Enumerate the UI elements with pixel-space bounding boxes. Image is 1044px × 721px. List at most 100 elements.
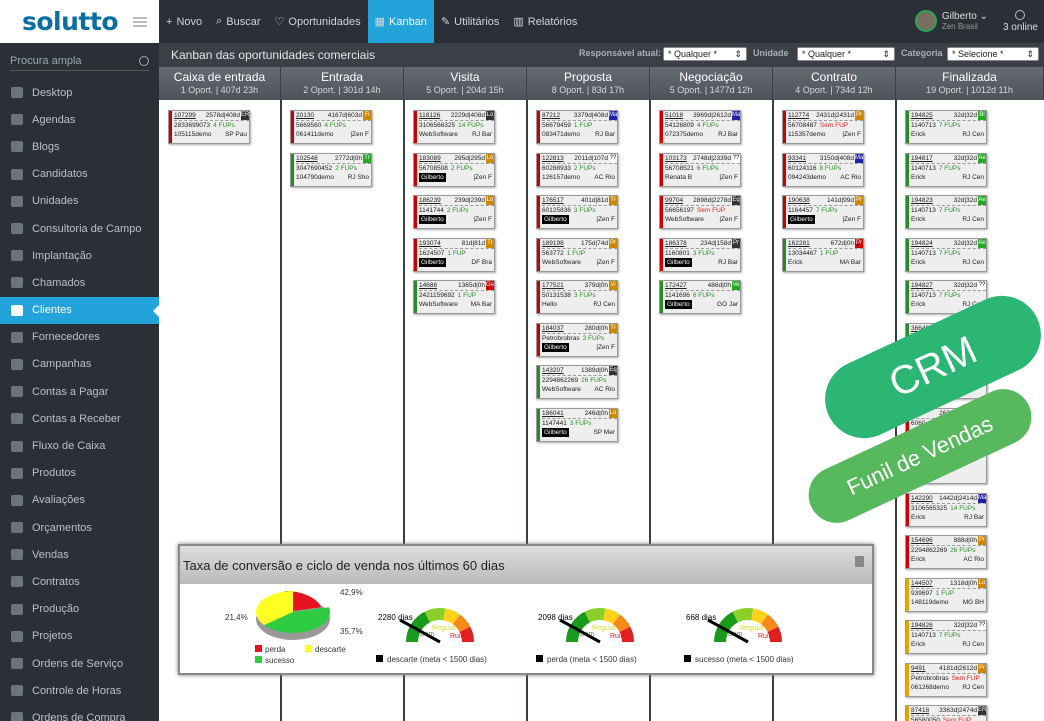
card-id[interactable]: 194817 <box>911 154 933 162</box>
sidebar-item-vendas[interactable]: Vendas <box>0 541 159 568</box>
sidebar-item-ordens-de-servi-o[interactable]: Ordens de Serviço <box>0 650 159 677</box>
card-id[interactable]: 20130 <box>296 112 315 119</box>
sidebar-item-candidatos[interactable]: Candidatos <box>0 161 159 188</box>
opportunity-card[interactable]: Ma 51018 3969d|2612d 54128809 4 FUPs 072375de… <box>659 110 741 144</box>
sidebar-item-or-amentos[interactable]: Orçamentos <box>0 514 159 541</box>
opportunity-card[interactable]: Vi 177521 379d|0h 50131538 3 FUPs Hello RJ Cen <box>536 280 618 314</box>
search-icon[interactable] <box>139 55 149 66</box>
opportunity-card[interactable]: Tr 102548 2772d|0h 3047690452 2 FUPs 104790de… <box>290 152 372 187</box>
topnav-utilit-rios[interactable]: ✎ Utilitários <box>440 15 500 29</box>
card-id[interactable]: 194827 <box>911 282 933 289</box>
card-id[interactable]: 190638 <box>788 197 810 204</box>
card-id[interactable]: 142290 <box>911 494 933 502</box>
opportunity-card[interactable]: Pr 9491 4181d|2612d Petrobrobras Sem FUP 0612… <box>905 662 987 697</box>
avatar[interactable] <box>914 10 937 32</box>
opportunity-card[interactable]: Ma 93341 3150d|408d 60124116 8 FUPs 094243dem… <box>782 152 864 187</box>
sidebar-item-fornecedores[interactable]: Fornecedores <box>0 324 159 351</box>
card-id[interactable]: 112774 <box>788 112 810 119</box>
opportunity-card[interactable]: Pr 162281 672d|0h 13034467 1 FUP Erick MA Bar <box>782 237 864 272</box>
card-id[interactable]: 193074 <box>419 239 441 247</box>
opportunity-card[interactable]: Lo 118126 2229d|408d 3106566325 14 FUPs WebSo… <box>413 110 495 144</box>
opportunity-card[interactable]: Eq 99704 2898d|2278d 56656197 Sem FUP WebSoft… <box>659 195 741 229</box>
opportunity-card[interactable]: Ae 194817 32d|32d 1140713 7 FUPs Erick RJ Cen <box>905 152 987 187</box>
opportunity-card[interactable]: ?? 194826 32d|32d 1140713 7 FUPs Erick RJ Cen <box>905 620 987 654</box>
card-id[interactable]: 9491 <box>911 664 926 672</box>
card-id[interactable]: 183089 <box>419 154 441 162</box>
card-id[interactable]: 172427 <box>665 282 687 289</box>
opportunity-card[interactable]: Tr 193074 81d|81d 1624507 1 FUP Gilberto DF Br… <box>413 237 495 272</box>
topnav-buscar[interactable]: ⌕ Buscar <box>216 15 261 28</box>
opportunity-card[interactable]: Pr 186378 234d|158d 1160801 3 FUPs Gilberto RJ… <box>659 237 741 272</box>
sidebar-item-unidades[interactable]: Unidades <box>0 188 159 215</box>
sidebar-item-produ-o[interactable]: Produção <box>0 596 159 623</box>
opportunity-card[interactable]: Tr 176517 401d|81d 60125836 3 FUPs Gilberto |Z… <box>536 195 618 229</box>
opportunity-card[interactable]: ER 87418 3363d|2474d 56580050 Sem FUP <box>905 705 987 721</box>
topnav-oportunidades[interactable]: ♡ Oportunidades <box>274 15 361 29</box>
opportunity-card[interactable]: ?? 122813 2011d|107d 60288933 2 FUPs 126157de… <box>536 152 618 187</box>
card-id[interactable]: 103173 <box>665 154 687 162</box>
opportunity-card[interactable]: Pr 154696 888d|0h 2294862269 26 FUPs Erick AC … <box>905 535 987 569</box>
sidebar-item-fluxo-de-caixa[interactable]: Fluxo de Caixa <box>0 432 159 459</box>
card-id[interactable]: 107299 <box>174 112 196 119</box>
topnav-kanban[interactable]: ▦ Kanban <box>367 0 434 43</box>
sidebar-item-projetos[interactable]: Projetos <box>0 623 159 650</box>
card-id[interactable]: 194825 <box>911 112 933 119</box>
card-id[interactable]: 189198 <box>542 239 564 247</box>
online-users[interactable]: 3 online <box>1003 10 1038 33</box>
card-id[interactable]: 87212 <box>542 112 561 119</box>
card-id[interactable]: 87418 <box>911 707 930 714</box>
sidebar-item-agendas[interactable]: Agendas <box>0 106 159 133</box>
card-id[interactable]: 143207 <box>542 367 564 374</box>
topnav-relat-rios[interactable]: ▥ Relatórios <box>513 15 578 29</box>
sidebar-item-contas-a-pagar[interactable]: Contas a Pagar <box>0 378 159 405</box>
logo[interactable]: solutto <box>0 0 159 43</box>
opportunity-card[interactable]: Lo 183089 295d|295d 56708508 2 FUPs Gilberto |… <box>413 152 495 187</box>
card-id[interactable]: 144507 <box>911 579 933 587</box>
chevron-down-icon[interactable]: ⌄ <box>979 11 988 22</box>
sidebar-item-campanhas[interactable]: Campanhas <box>0 351 159 378</box>
sidebar-item-chamados[interactable]: Chamados <box>0 269 159 296</box>
sidebar-item-produtos[interactable]: Produtos <box>0 460 159 487</box>
user-menu[interactable]: Gilberto ⌄ Zen Brasil <box>914 10 988 32</box>
opportunity-card[interactable]: Lo 186239 239d|239d 1141744 2 FUPs Gilberto |Z… <box>413 195 495 229</box>
sidebar-search[interactable]: Procura ampla <box>10 51 149 71</box>
sidebar-item-contratos[interactable]: Contratos <box>0 568 159 595</box>
opportunity-card[interactable]: Ge 14686 1365d|0h 2421159692 1 FUP WebSoftwar… <box>413 280 495 314</box>
sidebar-item-desktop[interactable]: Desktop <box>0 79 159 106</box>
unit-select[interactable]: * Qualquer * ⇕ <box>797 47 895 61</box>
opportunity-card[interactable]: Ma 87212 3379d|408d 56679459 1 FUP 083471demo… <box>536 110 618 144</box>
card-id[interactable]: 184037 <box>542 324 564 332</box>
sidebar-item-implanta-o[interactable]: Implantação <box>0 242 159 269</box>
opportunity-card[interactable]: Pr 190638 141d|99d 1164457 7 FUPs Gilberto |Ze… <box>782 195 864 229</box>
opportunity-card[interactable]: Tr 184037 280d|0h Petrobrobras 3 FUPs Gilbert… <box>536 322 618 357</box>
opportunity-card[interactable]: ?? 103173 2748d|2339d 56708521 6 FUPs Renata … <box>659 152 741 187</box>
card-id[interactable]: 99704 <box>665 197 684 204</box>
opportunity-card[interactable]: Lo 186041 246d|0h 1147441 3 FUPs Gilberto SP M… <box>536 407 618 442</box>
card-id[interactable]: 194824 <box>911 239 933 247</box>
card-id[interactable]: 176517 <box>542 197 564 204</box>
card-id[interactable]: 93341 <box>788 154 807 162</box>
sidebar-item-avalia-es[interactable]: Avaliações <box>0 487 159 514</box>
card-id[interactable]: 118126 <box>419 112 441 119</box>
card-id[interactable]: 186239 <box>419 197 441 204</box>
opportunity-card[interactable]: Ve 172427 486d|0h 1141696 6 FUPs Gilberto GO J… <box>659 280 741 314</box>
card-id[interactable]: 122813 <box>542 154 564 162</box>
card-id[interactable]: 186041 <box>542 409 564 417</box>
opportunity-card[interactable]: Eq 143207 1389d|0h 2294862269 26 FUPs WebSoft… <box>536 365 618 399</box>
opportunity-card[interactable]: Pr 189198 175d|74d 563772 1 FUP WebSoftware |Z… <box>536 237 618 272</box>
topnav-novo[interactable]: + Novo <box>166 15 203 28</box>
sidebar-item-consultoria-de-campo[interactable]: Consultoria de Campo <box>0 215 159 242</box>
card-id[interactable]: 186378 <box>665 239 687 247</box>
card-id[interactable]: 194826 <box>911 622 933 629</box>
sidebar-item-contas-a-receber[interactable]: Contas a Receber <box>0 405 159 432</box>
opportunity-card[interactable]: Ma 142290 1442d|2414d 3106565325 14 FUPs Eric… <box>905 492 987 527</box>
sidebar-item-ordens-de-compra[interactable]: Ordens de Compra <box>0 704 159 721</box>
card-id[interactable]: 51018 <box>665 112 684 119</box>
card-id[interactable]: 102548 <box>296 154 318 162</box>
card-id[interactable]: 162281 <box>788 239 810 247</box>
opportunity-card[interactable]: Ae 194824 32d|32d 1140713 7 FUPs Erick RJ Cen <box>905 237 987 272</box>
responsible-select[interactable]: * Qualquer * ⇕ <box>663 47 747 61</box>
category-select[interactable]: * Selecione * ⇕ <box>947 47 1039 61</box>
card-id[interactable]: 36648 <box>911 324 930 332</box>
